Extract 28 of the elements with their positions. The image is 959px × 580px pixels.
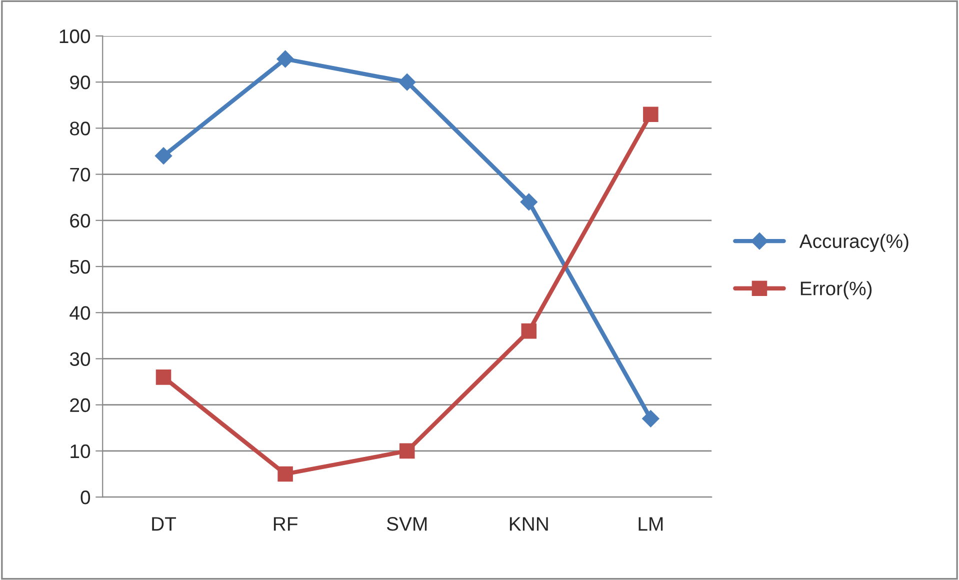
- legend-label: Accuracy(%): [799, 234, 908, 252]
- y-tick-label: 30: [70, 352, 90, 366]
- y-tick-label: 0: [80, 490, 90, 504]
- point: [156, 370, 172, 385]
- x-tick-label: LM: [638, 517, 663, 531]
- point: [154, 147, 172, 164]
- point: [398, 74, 416, 91]
- point: [643, 106, 658, 122]
- x-tick-label: SVM: [386, 517, 427, 531]
- y-tick-label: 100: [60, 29, 90, 44]
- y-tick-label: 60: [70, 214, 90, 228]
- y-tick-label: 90: [70, 76, 90, 90]
- y-tick-label: 20: [70, 398, 90, 412]
- y-tick-label: 80: [70, 122, 90, 136]
- y-tick-label: 70: [70, 168, 90, 182]
- legend-label: Error(%): [800, 281, 872, 300]
- x-tick-label: KNN: [510, 517, 548, 531]
- y-tick-label: 40: [70, 306, 90, 320]
- y-tick-label: 50: [70, 260, 90, 274]
- y-tick-label: 10: [70, 444, 90, 458]
- point: [276, 50, 294, 68]
- point: [642, 410, 660, 428]
- point: [399, 443, 415, 459]
- point: [278, 466, 293, 482]
- x-tick-label: RF: [274, 517, 298, 531]
- x-tick-label: DT: [152, 517, 176, 531]
- point: [521, 323, 537, 339]
- point: [520, 193, 538, 211]
